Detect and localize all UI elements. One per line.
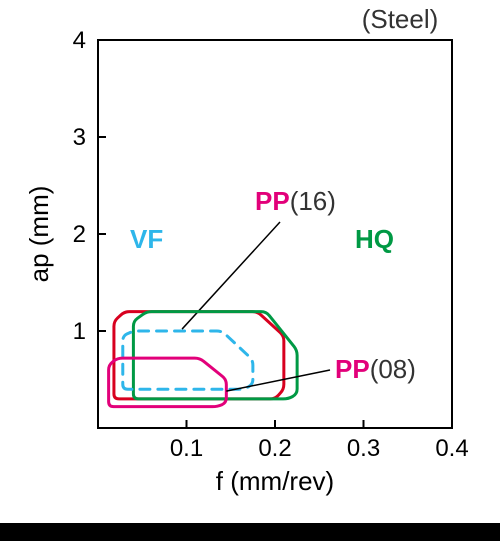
chart-container: 0.1 0.2 0.3 0.4 f (mm/rev) 1 2 3 4 ap (mm) (Steel)…: [0, 0, 500, 541]
legend-PP08: PP(08): [335, 354, 416, 384]
x-tick-label: 0.4: [435, 435, 468, 462]
legend-VF: VF: [130, 224, 163, 254]
y-tick-label: 3: [73, 124, 86, 151]
x-axis-label: f (mm/rev): [216, 466, 334, 496]
x-tick-label: 0.2: [258, 435, 291, 462]
y-axis-label: ap (mm): [24, 186, 54, 283]
footer-bar: [0, 523, 500, 541]
x-tick-label: 0.3: [347, 435, 380, 462]
legend-HQ: HQ: [355, 224, 394, 254]
y-tick-label: 1: [73, 318, 86, 345]
leader-PP08: [226, 370, 330, 391]
y-tick-label: 2: [73, 221, 86, 248]
x-tick-label: 0.1: [170, 435, 203, 462]
region-PP16: [114, 312, 284, 399]
material-label: (Steel): [362, 4, 439, 34]
region-VF: [123, 331, 253, 389]
y-tick-label: 4: [73, 27, 86, 54]
legend-PP16: PP(16): [255, 186, 336, 216]
chart-svg: 0.1 0.2 0.3 0.4 f (mm/rev) 1 2 3 4 ap (mm) (Steel)…: [0, 0, 500, 541]
